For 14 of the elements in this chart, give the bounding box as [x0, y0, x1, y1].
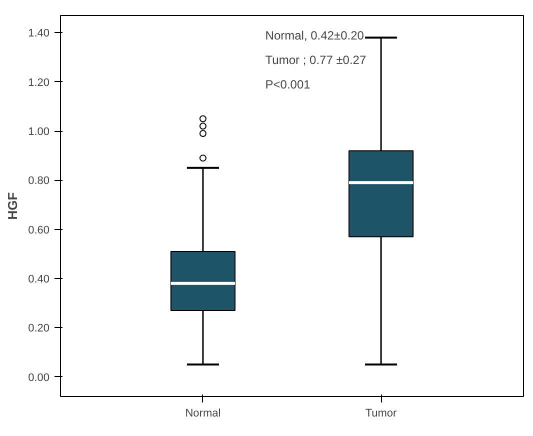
y-tick-label: 1.20 [28, 76, 50, 89]
annotation: Tumor ; 0.77 ±0.27 [265, 53, 366, 68]
x-tick-label: Tumor [365, 408, 398, 420]
y-tick-label: 0.00 [28, 372, 50, 384]
x-tick-label: Normal [185, 408, 221, 420]
y-tick-label: 0.40 [28, 274, 50, 286]
y-tick-label: 0.80 [28, 175, 50, 188]
y-tick-label: 0.60 [28, 224, 50, 236]
y-axis-title: HGF [5, 192, 20, 220]
annotation: Normal, 0.42±0.20 [265, 28, 364, 43]
y-tick-label: 1.00 [28, 126, 50, 138]
annotation: P<0.001 [265, 78, 311, 92]
y-tick-label: 0.20 [28, 322, 50, 335]
y-tick-label: 1.40 [28, 28, 50, 40]
